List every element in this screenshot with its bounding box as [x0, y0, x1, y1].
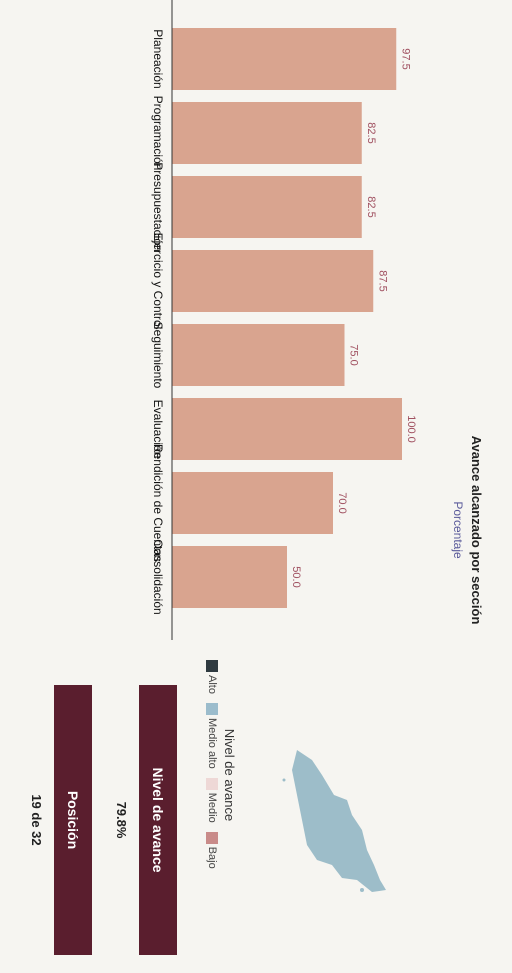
- bar-7: [172, 472, 333, 534]
- legend-item-bajo: Bajo: [206, 831, 218, 869]
- position-header: Posición: [54, 685, 92, 955]
- bar-1: [172, 28, 397, 90]
- legend-swatch-medio: [206, 777, 218, 790]
- value-label: 87.5: [376, 270, 388, 291]
- legend-label: Medio: [206, 792, 218, 823]
- category-label: Rendición de Cuentas: [151, 444, 165, 562]
- bar-3: [172, 176, 362, 238]
- category-label: Consolidación: [151, 539, 165, 614]
- position-panel: Posición 19 de 32: [20, 685, 92, 955]
- bar-5: [172, 324, 345, 386]
- bar-6: [172, 398, 402, 460]
- legend-swatch-bajo: [206, 831, 218, 844]
- value-label: 82.5: [365, 196, 377, 217]
- legend-title: Nivel de avance: [222, 728, 237, 822]
- category-label: Ejercicio y Control: [151, 233, 165, 330]
- value-label: 100.0: [405, 415, 417, 443]
- legend: Nivel de avance Alto Medio alto Medio Ba…: [206, 660, 237, 890]
- legend-items: Alto Medio alto Medio Bajo: [206, 660, 218, 890]
- category-label: Planeación: [151, 29, 165, 88]
- category-label: Presupuestación: [151, 162, 165, 251]
- bar-4: [172, 250, 374, 312]
- value-label: 75.0: [348, 344, 360, 365]
- value-label: 70.0: [336, 492, 348, 513]
- legend-item-alto: Alto: [206, 660, 218, 694]
- legend-label: Bajo: [206, 846, 218, 869]
- legend-swatch-alto: [206, 660, 218, 672]
- position-value: 19 de 32: [29, 794, 45, 846]
- level-header: Nivel de avance: [139, 685, 177, 955]
- category-label: Evaluación: [151, 400, 165, 459]
- level-panel: Nivel de avance 79.8%: [105, 685, 177, 955]
- legend-label: Alto: [206, 675, 218, 694]
- value-label: 50.0: [290, 566, 302, 587]
- legend-swatch-medio-alto: [206, 702, 218, 715]
- legend-item-medio: Medio: [206, 777, 218, 823]
- value-label: 97.5: [399, 48, 411, 69]
- level-value: 79.8%: [114, 801, 130, 839]
- bar-8: [172, 546, 287, 608]
- value-label: 82.5: [365, 122, 377, 143]
- bar-chart: 97.5 Planeación 82.5 Programación 82.5 Presup…: [151, 0, 417, 640]
- legend-item-medio-alto: Medio alto: [206, 702, 218, 769]
- bar-2: [172, 102, 362, 164]
- legend-label: Medio alto: [206, 717, 218, 769]
- category-label: Seguimiento: [151, 322, 165, 389]
- state-map-image: [282, 750, 386, 892]
- category-label: Programación: [151, 96, 165, 171]
